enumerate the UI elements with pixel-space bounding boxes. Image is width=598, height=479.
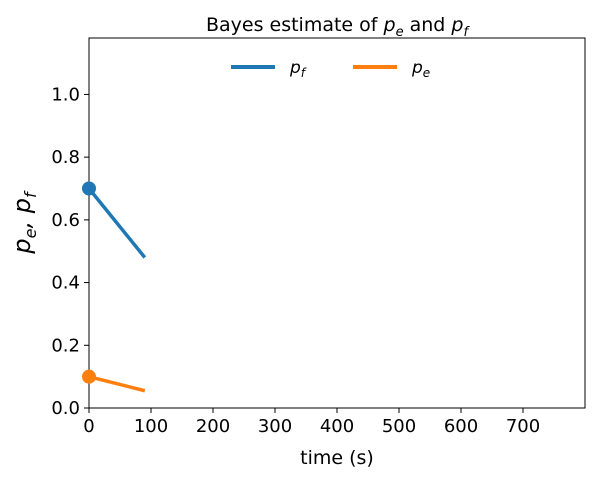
legend: pf pe bbox=[231, 58, 430, 80]
y-tick-label: 0.2 bbox=[51, 335, 80, 356]
chart-title: Bayes estimate of pe and pf bbox=[206, 14, 471, 40]
x-tick-label: 100 bbox=[134, 416, 168, 437]
legend-label-pe: pe bbox=[411, 58, 430, 80]
x-tick-label: 700 bbox=[506, 416, 540, 437]
series-start-marker-pf bbox=[82, 181, 96, 196]
series-line-pf bbox=[87, 187, 147, 259]
y-axis-label: pe, pf bbox=[8, 190, 40, 255]
plot-area-frame bbox=[88, 37, 586, 409]
y-tick-label: 0.0 bbox=[51, 398, 80, 419]
series-layer bbox=[82, 181, 147, 393]
y-tick-label: 0.6 bbox=[51, 210, 80, 231]
x-axis-label: time (s) bbox=[300, 447, 374, 469]
y-axis: 0.0 0.2 0.4 0.6 0.8 1.0 bbox=[51, 84, 89, 419]
x-axis: 0 100 200 300 400 500 600 700 bbox=[83, 408, 540, 437]
x-tick-label: 400 bbox=[320, 416, 354, 437]
y-tick-label: 0.8 bbox=[51, 147, 80, 168]
y-tick-label: 1.0 bbox=[51, 84, 80, 105]
series-line-pe bbox=[88, 374, 146, 393]
x-tick-label: 200 bbox=[196, 416, 230, 437]
series-start-marker-pe bbox=[82, 369, 96, 384]
x-tick-label: 0 bbox=[83, 416, 94, 437]
x-tick-label: 600 bbox=[444, 416, 478, 437]
y-tick-label: 0.4 bbox=[51, 273, 80, 294]
legend-label-pf: pf bbox=[289, 58, 307, 80]
x-tick-label: 300 bbox=[258, 416, 292, 437]
x-tick-label: 500 bbox=[382, 416, 416, 437]
